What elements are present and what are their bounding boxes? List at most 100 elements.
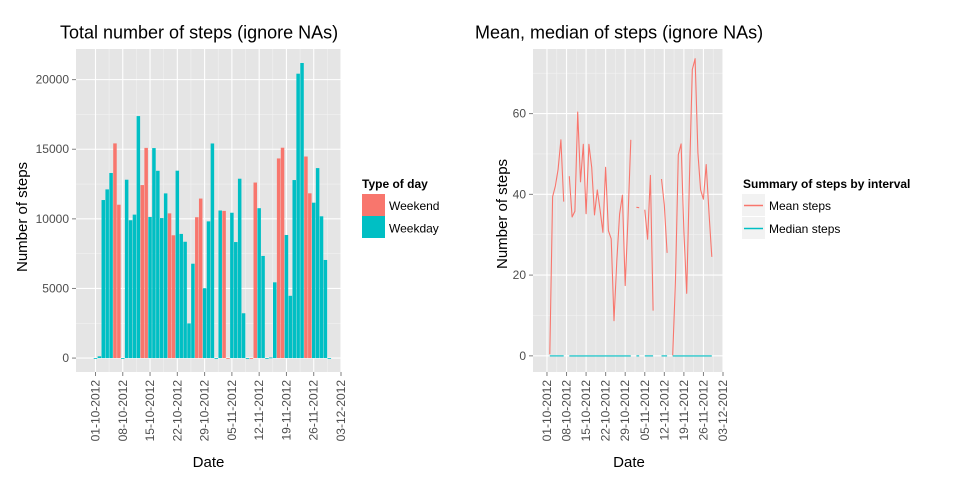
chart1-bar: [261, 255, 265, 359]
chart1-bar: [128, 220, 133, 359]
chart1-bar: [93, 358, 98, 359]
chart1-bar: [249, 358, 254, 359]
chart1-x-tick-label: 03-12-2012: [334, 380, 348, 442]
chart2-y-tick-label: 40: [513, 187, 527, 201]
chart1-legend-label-weekend: Weekend: [389, 199, 439, 213]
chart1-bar: [241, 313, 246, 359]
chart1-legend-key-weekday: [362, 216, 385, 238]
chart1-bar: [152, 148, 156, 359]
chart1-bar: [195, 217, 199, 359]
chart1-bar: [113, 143, 117, 359]
chart1-bar: [121, 358, 125, 359]
chart2-x-tick-label: 15-10-2012: [579, 380, 593, 442]
chart2-legend-label-mean: Mean steps: [769, 199, 831, 213]
chart2-y-axis-label: Number of steps: [494, 159, 511, 269]
chart1-bar: [148, 216, 152, 359]
chart1-x-tick-label: 15-10-2012: [143, 380, 157, 442]
chart2-x-tick-label: 12-11-2012: [657, 380, 671, 441]
chart1-bar: [226, 358, 230, 359]
chart2-legend-title: Summary of steps by interval: [743, 177, 910, 191]
chart1-bar: [280, 147, 285, 359]
chart1-bar: [230, 212, 234, 359]
chart2-y-tick-label: 0: [519, 349, 526, 363]
chart1-y-tick-label: 15000: [36, 142, 70, 156]
chart1-bar: [163, 193, 168, 359]
chart1-bar: [132, 214, 137, 359]
chart1-bar: [265, 358, 269, 359]
chart1-bar: [245, 358, 250, 359]
chart2-y-tick-label: 60: [513, 107, 527, 121]
chart1-y-tick-label: 10000: [36, 212, 70, 226]
chart1-bar: [202, 288, 207, 359]
chart1-bar: [140, 185, 145, 359]
chart1-bar: [191, 263, 195, 359]
chart1-bar: [124, 179, 129, 359]
chart1-bar: [234, 242, 238, 359]
chart1-bar: [156, 170, 160, 359]
chart1-legend-title: Type of day: [362, 177, 428, 191]
chart1-bar: [214, 358, 219, 359]
chart2-y-tick-label: 20: [513, 268, 527, 282]
chart1-x-tick-label: 08-10-2012: [116, 380, 130, 442]
chart1-title: Total number of steps (ignore NAs): [60, 23, 338, 43]
chart2-x-tick-label: 26-11-2012: [696, 380, 710, 441]
chart1-bar: [222, 210, 226, 359]
chart1-y-tick-label: 0: [62, 351, 69, 365]
chart2-x-tick-label: 19-11-2012: [677, 380, 691, 441]
chart1-bar: [218, 210, 222, 359]
chart1-bar: [300, 63, 304, 359]
chart1-bar: [272, 282, 277, 359]
chart1-legend-key-weekend: [362, 194, 385, 216]
chart1-bar: [284, 234, 289, 359]
chart1-x-tick-label: 05-11-2012: [225, 380, 239, 441]
chart2-mean-steps-line: [644, 174, 654, 311]
chart1-x-tick-label: 26-11-2012: [307, 380, 321, 441]
chart1-bar: [144, 147, 148, 359]
chart1-bar: [109, 172, 113, 359]
chart1-bar: [327, 358, 332, 359]
chart1-bar: [187, 323, 191, 359]
chart1-bar: [269, 357, 273, 359]
chart1-x-tick-label: 12-11-2012: [252, 380, 266, 441]
chart2-x-tick-label: 03-12-2012: [716, 380, 730, 442]
chart1-bar: [323, 259, 328, 359]
chart1-x-axis-label: Date: [193, 454, 225, 471]
chart1-x-tick-label: 19-11-2012: [279, 380, 293, 441]
chart1-bar: [105, 189, 109, 359]
chart2-x-tick-label: 29-10-2012: [618, 380, 632, 442]
chart1-bar: [210, 143, 215, 359]
chart1-bar: [292, 180, 296, 359]
chart1-bar: [179, 233, 183, 359]
chart1-bar: [101, 200, 106, 359]
chart1-bar: [97, 356, 102, 359]
chart1-bar: [296, 73, 300, 359]
chart2-title: Mean, median of steps (ignore NAs): [475, 23, 763, 43]
chart1-bar: [257, 208, 261, 359]
chart1-y-axis-label: Number of steps: [14, 162, 31, 272]
chart1-bar: [198, 198, 203, 359]
chart1-bar: [175, 170, 180, 359]
chart1-x-tick-label: 29-10-2012: [198, 380, 212, 442]
chart1-bar: [315, 168, 320, 359]
chart1-bar: [319, 216, 324, 359]
chart2-x-tick-label: 22-10-2012: [599, 380, 613, 442]
chart2-x-tick-label: 05-11-2012: [638, 380, 652, 441]
chart1-legend-label-weekday: Weekday: [389, 222, 439, 236]
chart1-bar: [304, 156, 308, 359]
chart1-bar: [311, 202, 316, 359]
chart1-bar: [117, 204, 121, 359]
chart1-bar: [206, 221, 211, 359]
chart1-bar: [276, 158, 281, 359]
chart1-bar: [237, 178, 242, 359]
chart1-bar: [167, 213, 172, 359]
chart1-bar: [136, 116, 141, 359]
chart2-x-axis-label: Date: [613, 454, 645, 471]
chart1-bar: [171, 235, 176, 359]
chart1-x-tick-label: 01-10-2012: [88, 380, 102, 442]
chart1-bar: [253, 182, 258, 359]
chart1-x-tick-label: 22-10-2012: [170, 380, 184, 442]
chart2-x-tick-label: 01-10-2012: [540, 380, 554, 442]
chart1-y-tick-label: 20000: [36, 73, 70, 87]
chart2-legend-label-median: Median steps: [769, 222, 840, 236]
